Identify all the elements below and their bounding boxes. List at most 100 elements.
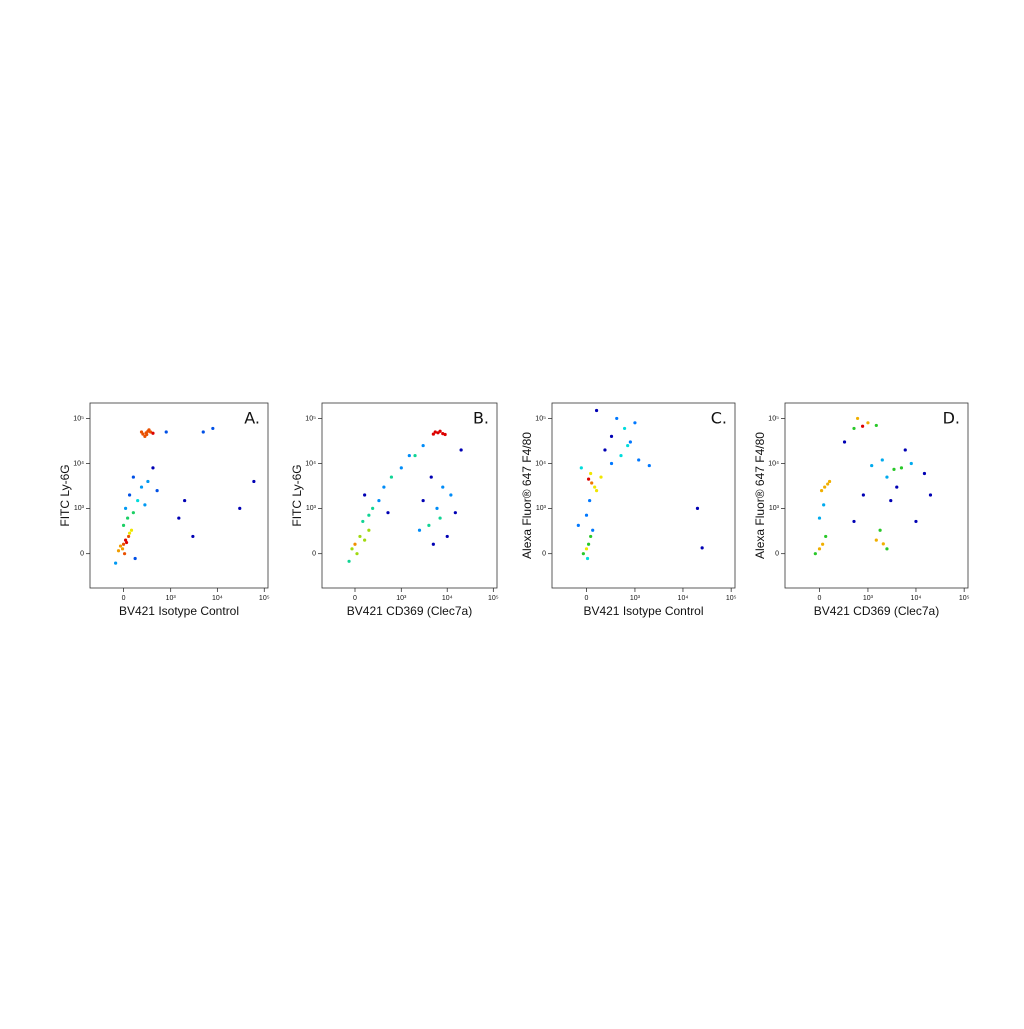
event-dot bbox=[353, 542, 357, 546]
x-tick-label: 0 bbox=[818, 595, 822, 602]
event-dot bbox=[813, 552, 817, 556]
event-dot bbox=[861, 493, 865, 497]
event-dot bbox=[459, 448, 463, 452]
event-dot bbox=[155, 489, 159, 493]
event-dot bbox=[120, 547, 125, 551]
panel: 0 10³ 10⁴ 10⁵ 0 10³ 10⁴ 10⁵ BV421 Isotype Contro… bbox=[520, 402, 737, 618]
event-dot bbox=[355, 552, 359, 556]
y-tick-label: 10³ bbox=[536, 505, 547, 512]
event-dot bbox=[121, 542, 126, 546]
event-dot bbox=[377, 498, 381, 503]
event-dot bbox=[827, 479, 832, 484]
event-dot bbox=[903, 448, 907, 452]
y-tick-label: 0 bbox=[80, 551, 84, 558]
event-dot bbox=[870, 463, 874, 468]
event-dot bbox=[588, 498, 592, 503]
x-tick-label: 10³ bbox=[396, 595, 407, 602]
event-dot bbox=[127, 493, 132, 497]
event-dot bbox=[821, 542, 825, 546]
y-tick-label: 10⁵ bbox=[768, 415, 779, 422]
event-dot bbox=[431, 432, 435, 436]
event-dot bbox=[585, 556, 590, 561]
event-dot bbox=[133, 556, 137, 561]
x-tick-label: 10⁵ bbox=[959, 595, 970, 602]
event-dot bbox=[164, 430, 168, 434]
event-dot bbox=[637, 458, 641, 462]
event-dot bbox=[438, 516, 442, 520]
event-dot bbox=[599, 475, 603, 479]
event-dot bbox=[895, 485, 899, 489]
event-dot bbox=[826, 482, 830, 486]
event-dot bbox=[421, 498, 425, 503]
event-dot bbox=[367, 513, 371, 517]
event-dot bbox=[148, 430, 153, 434]
event-dot bbox=[143, 503, 147, 507]
x-tick-label: 10⁵ bbox=[259, 595, 270, 602]
event-dot bbox=[431, 542, 435, 546]
x-tick-label: 10³ bbox=[863, 595, 874, 602]
event-dot bbox=[126, 534, 131, 539]
event-dot bbox=[586, 542, 591, 546]
y-axis-label: FITC Ly-6G bbox=[58, 464, 72, 526]
event-dot bbox=[695, 506, 700, 511]
event-dot bbox=[819, 489, 824, 493]
event-dot bbox=[647, 463, 651, 468]
event-dot bbox=[633, 421, 637, 425]
event-dot bbox=[700, 546, 704, 550]
event-dot bbox=[389, 475, 394, 479]
event-dot bbox=[347, 559, 351, 563]
event-dot bbox=[603, 448, 607, 452]
event-dot bbox=[823, 485, 827, 489]
y-tick-label: 10⁵ bbox=[305, 415, 316, 422]
y-tick-label: 10³ bbox=[306, 505, 317, 512]
event-dot bbox=[899, 466, 904, 470]
x-axis-label: BV421 CD369 (Clec7a) bbox=[347, 604, 472, 618]
event-dot bbox=[822, 503, 826, 507]
event-dot bbox=[131, 511, 135, 515]
y-tick-label: 0 bbox=[775, 551, 779, 558]
y-tick-label: 10⁴ bbox=[535, 460, 546, 467]
event-dot bbox=[609, 434, 614, 438]
plot-frame bbox=[321, 402, 498, 589]
event-dot bbox=[453, 511, 457, 515]
event-dot bbox=[626, 443, 630, 448]
event-dot bbox=[928, 493, 933, 497]
event-dot bbox=[579, 466, 583, 470]
event-dot bbox=[817, 516, 822, 520]
event-dot bbox=[123, 506, 128, 511]
x-tick-label: 10³ bbox=[630, 595, 641, 602]
event-dot bbox=[892, 467, 896, 472]
event-dot bbox=[125, 540, 129, 545]
x-tick-label: 10⁴ bbox=[442, 595, 453, 602]
event-dot bbox=[433, 430, 437, 434]
event-dot bbox=[619, 453, 623, 458]
event-dot bbox=[252, 479, 256, 484]
plot-frame bbox=[89, 402, 269, 589]
y-tick-label: 10³ bbox=[769, 505, 780, 512]
event-dot bbox=[121, 523, 126, 528]
event-dot bbox=[177, 516, 181, 520]
x-tick-label: 0 bbox=[122, 595, 126, 602]
x-tick-label: 10³ bbox=[166, 595, 177, 602]
event-dot bbox=[123, 538, 128, 542]
event-dot bbox=[350, 547, 354, 551]
event-dot bbox=[881, 542, 885, 546]
x-axis-label: BV421 Isotype Control bbox=[119, 604, 239, 618]
event-dot bbox=[139, 485, 144, 489]
event-dot bbox=[127, 531, 132, 535]
y-axis-label: FITC Ly-6G bbox=[290, 464, 304, 526]
event-dot bbox=[885, 475, 889, 479]
y-tick-label: 0 bbox=[312, 551, 316, 558]
panel-label: C. bbox=[711, 409, 727, 428]
event-dot bbox=[367, 528, 371, 532]
event-dot bbox=[136, 498, 140, 503]
event-dot bbox=[914, 519, 918, 524]
event-dot bbox=[878, 528, 882, 532]
event-dot bbox=[589, 471, 593, 476]
x-tick-label: 0 bbox=[353, 595, 357, 602]
panel-label: B. bbox=[473, 409, 489, 428]
event-dot bbox=[429, 475, 433, 479]
y-tick-label: 10⁴ bbox=[305, 460, 316, 467]
y-tick-label: 10⁴ bbox=[768, 460, 779, 467]
